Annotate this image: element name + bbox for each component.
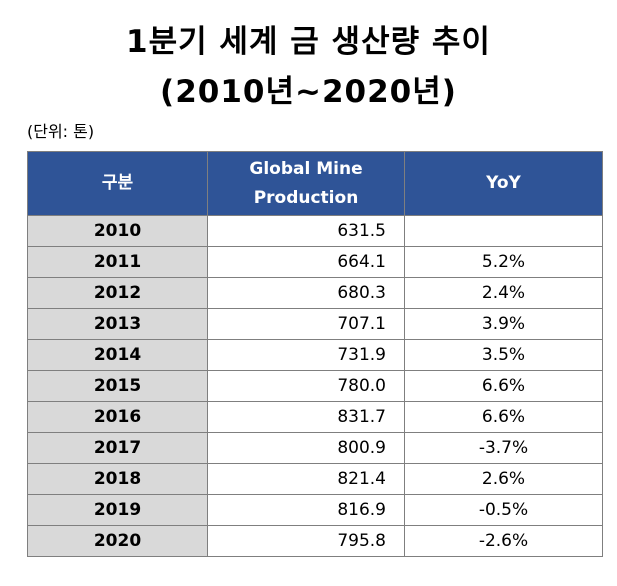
table-row: 2010 631.5: [27, 215, 603, 247]
table-row: 2020 795.8 -2.6%: [27, 525, 603, 557]
page-title: 1분기 세계 금 생산량 추이: [126, 24, 491, 60]
production-cell: 680.3: [207, 277, 405, 309]
yoy-cell: 2.6%: [404, 463, 603, 495]
table-row: 2014 731.9 3.5%: [27, 339, 603, 371]
year-cell: 2013: [27, 308, 208, 340]
yoy-cell: -3.7%: [404, 432, 603, 464]
production-cell: 831.7: [207, 401, 405, 433]
table-row: 2016 831.7 6.6%: [27, 401, 603, 433]
production-cell: 707.1: [207, 308, 405, 340]
table-row: 2011 664.1 5.2%: [27, 246, 603, 278]
yoy-cell: [404, 215, 603, 247]
year-cell: 2011: [27, 246, 208, 278]
header-global-mine-production: Global Mine Production: [207, 151, 405, 216]
table-row: 2018 821.4 2.6%: [27, 463, 603, 495]
yoy-cell: 6.6%: [404, 370, 603, 402]
production-cell: 821.4: [207, 463, 405, 495]
production-cell: 664.1: [207, 246, 405, 278]
production-cell: 795.8: [207, 525, 405, 557]
yoy-cell: 2.4%: [404, 277, 603, 309]
production-cell: 731.9: [207, 339, 405, 371]
year-cell: 2012: [27, 277, 208, 309]
production-cell: 800.9: [207, 432, 405, 464]
year-cell: 2018: [27, 463, 208, 495]
header-yoy: YoY: [404, 151, 603, 216]
production-cell: 816.9: [207, 494, 405, 526]
yoy-cell: 6.6%: [404, 401, 603, 433]
table-header-row: 구분 Global Mine Production YoY: [27, 151, 603, 216]
unit-label: (단위: 톤): [27, 122, 95, 141]
table-row: 2019 816.9 -0.5%: [27, 494, 603, 526]
table-row: 2012 680.3 2.4%: [27, 277, 603, 309]
page-subtitle: (2010년~2020년): [160, 74, 457, 110]
year-cell: 2019: [27, 494, 208, 526]
year-cell: 2014: [27, 339, 208, 371]
yoy-cell: -2.6%: [404, 525, 603, 557]
gold-production-table: 구분 Global Mine Production YoY 2010 631.5…: [27, 151, 603, 557]
yoy-cell: 3.9%: [404, 308, 603, 340]
year-cell: 2015: [27, 370, 208, 402]
table-row: 2015 780.0 6.6%: [27, 370, 603, 402]
yoy-cell: -0.5%: [404, 494, 603, 526]
year-cell: 2010: [27, 215, 208, 247]
yoy-cell: 5.2%: [404, 246, 603, 278]
table-row: 2013 707.1 3.9%: [27, 308, 603, 340]
year-cell: 2020: [27, 525, 208, 557]
year-cell: 2017: [27, 432, 208, 464]
table-row: 2017 800.9 -3.7%: [27, 432, 603, 464]
production-cell: 780.0: [207, 370, 405, 402]
yoy-cell: 3.5%: [404, 339, 603, 371]
header-category: 구분: [27, 151, 208, 216]
year-cell: 2016: [27, 401, 208, 433]
production-cell: 631.5: [207, 215, 405, 247]
